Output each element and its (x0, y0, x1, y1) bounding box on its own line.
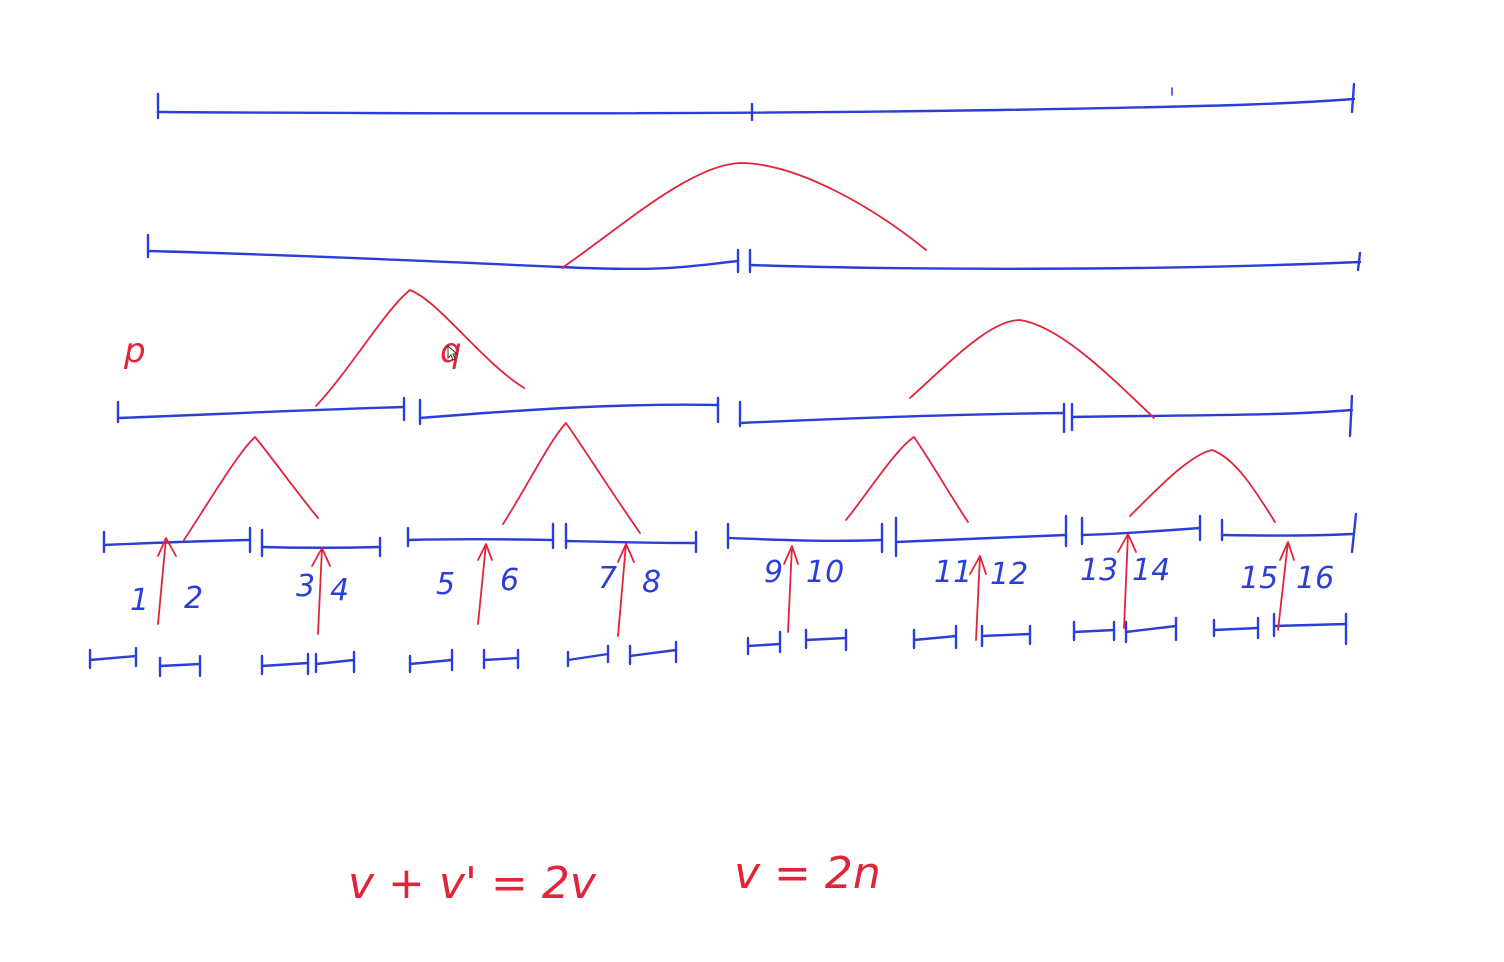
unit-segment (1124, 616, 1178, 644)
unit-segment (88, 646, 138, 670)
up-arrow (157, 537, 177, 625)
leaf-label-9: 9 (764, 555, 783, 590)
leaf-label-1: 1 (130, 583, 149, 618)
level-2-segment-1 (116, 405, 406, 420)
leaf-label-14: 14 (1132, 553, 1170, 588)
level-0-segments (156, 82, 1356, 122)
level-0-right-tick (1350, 82, 1356, 114)
up-arrow (477, 543, 493, 625)
level-3-segment-6 (894, 533, 1068, 544)
level-2-segments (116, 394, 1354, 438)
level-2-segment-3 (738, 411, 1066, 425)
unit-segment (1272, 612, 1348, 646)
merge-arc-level-3 (1129, 449, 1276, 523)
merge-arc-level-3 (502, 422, 641, 534)
unit-segment (628, 640, 678, 666)
merge-arc-level-2-left (315, 289, 525, 407)
unit-segment (314, 650, 356, 674)
level-3-segment-3 (406, 538, 555, 542)
node-label-p: p (123, 331, 146, 371)
up-arrow (311, 547, 331, 635)
level-3-tick (1350, 512, 1358, 554)
merge-arc-level-1 (561, 162, 927, 269)
leaf-label-12: 12 (990, 557, 1028, 592)
unit-segment (158, 654, 202, 678)
up-arrow (1117, 533, 1137, 629)
leaf-label-11: 11 (934, 555, 972, 590)
leaf-labels: 1 2 3 4 5 6 7 8 9 10 11 12 13 14 15 16 (130, 553, 1334, 618)
level-1-segments (146, 233, 1362, 274)
unit-segment (260, 652, 310, 676)
level-3-segment-1 (102, 538, 252, 547)
leaf-label-3: 3 (296, 569, 315, 604)
unit-segment (980, 624, 1032, 648)
unit-segment (1072, 620, 1116, 642)
level-1-right-segment (748, 260, 1362, 270)
leaf-label-8: 8 (642, 565, 661, 600)
unit-segment (746, 630, 782, 656)
up-arrow (969, 555, 987, 641)
up-arrow (783, 545, 799, 633)
leaf-label-2: 2 (184, 581, 203, 616)
unit-segment (408, 648, 454, 674)
up-arrow (617, 543, 635, 637)
level-3-segment-4 (564, 539, 698, 545)
level-4-segments (88, 612, 1348, 678)
query-arrows (157, 533, 1295, 641)
formula-right: v = 2n (734, 848, 881, 899)
level-3-segment-8 (1220, 532, 1354, 537)
up-arrow (1277, 541, 1295, 631)
level-1-right-end-tick (1356, 251, 1362, 272)
unit-segment (804, 628, 848, 652)
leaf-label-16: 16 (1296, 561, 1334, 596)
leaf-label-10: 10 (806, 555, 844, 590)
unit-segment (912, 624, 958, 650)
level-2-segment-2 (418, 403, 720, 420)
merge-arc-level-3 (183, 436, 319, 541)
level-1-left-segment (146, 249, 740, 271)
leaf-label-4: 4 (330, 573, 349, 608)
level-2-segment-4 (1070, 408, 1354, 419)
level-3-segment-7 (1080, 526, 1202, 537)
formula-left: v + v' = 2v (348, 858, 597, 909)
unit-segment (482, 648, 520, 670)
merge-arc-level-3 (845, 436, 969, 523)
level-0-segment (156, 97, 1356, 115)
mouse-cursor-icon (447, 344, 459, 361)
level-3-segment-5 (726, 536, 884, 543)
merge-arc-level-2-right (909, 319, 1155, 419)
unit-segment (1212, 616, 1260, 640)
level-3-segments (102, 512, 1358, 558)
level-3-segment-2 (260, 545, 382, 549)
leaf-label-7: 7 (598, 561, 617, 596)
unit-segment (566, 644, 610, 668)
merge-arcs (183, 162, 1276, 541)
leaf-label-15: 15 (1240, 561, 1278, 596)
leaf-label-5: 5 (436, 567, 455, 602)
leaf-label-6: 6 (500, 563, 519, 598)
level-2-tick (1348, 394, 1354, 438)
leaf-label-13: 13 (1080, 553, 1118, 588)
